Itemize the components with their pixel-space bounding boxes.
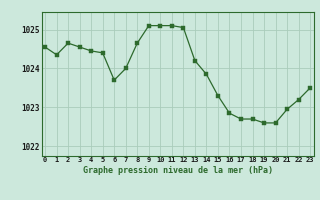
X-axis label: Graphe pression niveau de la mer (hPa): Graphe pression niveau de la mer (hPa) xyxy=(83,166,273,175)
